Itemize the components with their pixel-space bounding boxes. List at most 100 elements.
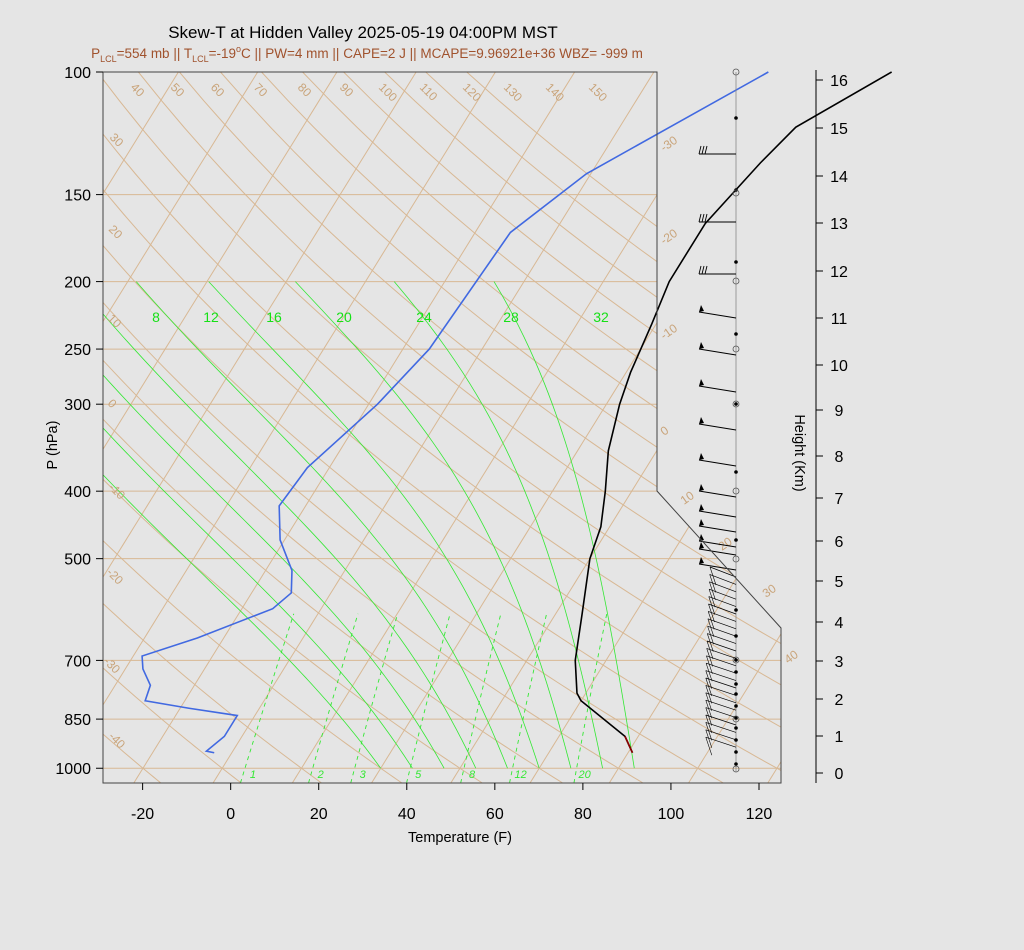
moist-adiabat-label: 32 <box>593 309 609 325</box>
wind-barb-feather <box>705 685 713 704</box>
wind-level-dot <box>734 716 738 720</box>
isotherm-line <box>212 72 655 783</box>
moist-adiabat-line <box>103 281 382 769</box>
wind-barb-staff <box>707 618 737 630</box>
wind-level-marker <box>732 189 740 197</box>
wind-barb-staff <box>705 699 737 711</box>
dry-adiabat-line <box>0 72 81 783</box>
wind-barb-staff <box>705 736 737 748</box>
isotherm-line <box>847 72 1024 783</box>
dewpoint-line <box>141 71 769 754</box>
wind-barb-feather <box>705 737 713 756</box>
wind-barb-pennant <box>699 504 704 511</box>
wind-barb-feather <box>705 722 713 741</box>
wind-level-marker <box>732 555 740 563</box>
wind-level-dot <box>734 260 738 264</box>
height-tick-label: 10 <box>830 358 848 375</box>
wind-barb-feather <box>705 729 713 748</box>
wind-barb-feather <box>707 633 714 652</box>
wind-barb-staff <box>705 670 737 681</box>
dry-adiabat-label: -30 <box>101 654 123 676</box>
wind-barb-staff <box>698 510 737 518</box>
wind-barb-staff <box>698 563 737 571</box>
wind-level-dot <box>734 470 738 474</box>
dry-adiabat-label: 30 <box>107 130 127 150</box>
dry-adiabat-label: 0 <box>105 396 120 411</box>
mixing-ratio-label: 3 <box>360 769 367 781</box>
wind-barb-feather <box>698 213 702 223</box>
mixing-ratio-line <box>509 613 548 783</box>
wind-level-dot <box>734 608 738 612</box>
height-tick-label: 16 <box>830 73 848 90</box>
dry-adiabat-line <box>103 72 644 783</box>
x-tick-label: 20 <box>310 806 328 823</box>
moist-adiabat-line <box>103 281 477 769</box>
wind-barb-staff <box>708 596 737 607</box>
wind-barb-feather <box>698 265 702 275</box>
wind-barbs-column <box>698 68 740 773</box>
wind-barb-staff <box>698 423 737 431</box>
moist-adiabat-line <box>135 281 508 769</box>
height-tick-label: 13 <box>830 216 848 233</box>
wind-barb-staff <box>705 722 737 733</box>
isotherm-line <box>608 72 781 783</box>
isotherm-line <box>371 72 781 783</box>
height-tick-label: 9 <box>835 403 844 420</box>
chart-axes: -20 0 20 40 60 80 100 1201001502002503004005007… <box>55 65 848 823</box>
wind-barb-staff <box>708 588 737 600</box>
wind-barb-staff <box>707 625 737 637</box>
dry-adiabat-line <box>103 72 781 783</box>
moist-adiabat-line <box>208 281 540 769</box>
isotherm-line <box>450 72 781 783</box>
wind-barb-feather <box>705 663 713 682</box>
p-tick-label: 300 <box>64 397 91 414</box>
wind-barb-feather <box>708 589 716 608</box>
height-tick-label: 8 <box>835 449 844 466</box>
dry-adiabat-label: 110 <box>417 80 441 104</box>
height-tick-label: 6 <box>835 534 844 551</box>
height-tick-label: 15 <box>830 121 848 138</box>
mixing-ratio-line <box>573 613 608 783</box>
isotherm-label: 30 <box>760 581 779 600</box>
p-tick-label: 850 <box>64 712 91 729</box>
p-tick-label: 500 <box>64 552 91 569</box>
dry-adiabat-line <box>103 72 403 783</box>
wind-barb-feather <box>706 648 713 667</box>
dry-adiabat-label: -40 <box>106 729 128 751</box>
height-tick-label: 0 <box>835 766 844 783</box>
wind-barb-pennant <box>699 342 704 349</box>
height-tick-label: 11 <box>831 311 848 328</box>
isotherm-label: 40 <box>782 647 801 666</box>
wind-barb-feather <box>707 618 715 637</box>
moist-adiabat-line <box>103 281 445 769</box>
p-lcl-value: =554 mb || <box>117 46 184 61</box>
wind-barb-staff <box>698 525 737 533</box>
wind-barb-staff <box>709 566 737 578</box>
wind-level-dot <box>734 738 738 742</box>
diagram-background-labels: 1 2 3 5 8 12 208 12 16 20 24 28 32-30-20-10010203040… <box>101 80 801 781</box>
wind-barb-staff <box>709 574 737 585</box>
dry-adiabat-line <box>103 72 483 783</box>
moist-adiabat-label: 24 <box>416 309 432 325</box>
wind-barb-pennant <box>699 519 704 526</box>
p-tick-label: 700 <box>64 653 91 670</box>
moist-adiabat-label: 28 <box>503 309 519 325</box>
wind-barb-feather <box>701 213 705 223</box>
wind-barb-staff <box>707 633 737 644</box>
mixing-ratio-label: 1 <box>250 769 256 781</box>
wind-barb-feather <box>705 670 713 689</box>
wind-level-dot <box>734 670 738 674</box>
dry-adiabat-line <box>103 72 563 783</box>
wind-level-dot <box>734 402 738 406</box>
x-tick-label: 0 <box>226 806 235 823</box>
wind-level-marker <box>732 68 740 76</box>
wind-level-dot <box>734 726 738 730</box>
moist-adiabat-line <box>493 281 635 769</box>
y-axis-title: P (hPa) <box>45 421 61 470</box>
wind-level-marker <box>732 487 740 495</box>
wind-barb-staff <box>698 540 737 548</box>
wind-barb-staff <box>698 490 737 498</box>
mixing-ratio-label: 20 <box>577 769 591 781</box>
wind-barb-feather <box>704 265 708 275</box>
dry-adiabat-label: 150 <box>586 80 610 104</box>
